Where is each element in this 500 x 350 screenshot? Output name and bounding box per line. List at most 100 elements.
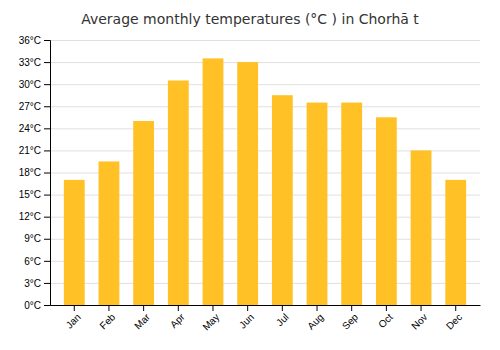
bar (237, 62, 258, 305)
x-tick-mark (178, 305, 179, 311)
x-tick-label: Jan (64, 311, 83, 330)
x-tick-mark (455, 305, 456, 311)
bar (445, 180, 466, 305)
y-tick-label: 9°C (24, 233, 41, 244)
x-tick-label: Mar (132, 311, 152, 331)
x-tick-mark (74, 305, 75, 311)
y-tick-mark (44, 150, 50, 151)
y-tick-mark (44, 173, 50, 174)
bar (376, 117, 397, 305)
bar (307, 103, 328, 305)
bar (99, 161, 120, 305)
x-tick-mark (212, 305, 213, 311)
x-axis-line (51, 305, 481, 306)
x-tick: Jun (237, 305, 256, 331)
y-tick: 12°C (19, 211, 50, 222)
x-tick-label: Oct (376, 311, 395, 330)
y-tick: 30°C (19, 79, 50, 90)
plot: 0°C 3°C 6°C 9°C 12°C 15°C 18°C 21°C 24°C 27°C 30°C… (19, 35, 481, 333)
grid-tick (50, 40, 480, 41)
x-tick: Feb (97, 305, 117, 331)
x-tick-label: Sep (340, 311, 361, 332)
y-tick-label: 3°C (24, 278, 41, 289)
y-tick-mark (44, 128, 50, 129)
y-tick: 18°C (19, 167, 50, 178)
x-tick-mark (317, 305, 318, 311)
x-tick: Oct (376, 305, 395, 330)
y-tick: 3°C (24, 278, 50, 289)
y-axis: 0°C 3°C 6°C 9°C 12°C 15°C 18°C 21°C 24°C 27°C 30°C… (19, 35, 51, 311)
y-tick-label: 24°C (19, 123, 41, 134)
y-tick-mark (44, 305, 50, 306)
x-tick: Sep (340, 305, 361, 332)
y-tick-label: 27°C (19, 101, 41, 112)
x-tick: Nov (409, 305, 429, 332)
bar (64, 180, 85, 305)
x-tick-label: Jun (237, 311, 256, 330)
y-tick-mark (44, 40, 50, 41)
x-tick-mark (282, 305, 283, 311)
x-tick-mark (421, 305, 422, 311)
x-tick-label: May (200, 311, 221, 332)
y-tick: 21°C (19, 145, 50, 156)
y-tick-label: 15°C (19, 189, 41, 200)
x-tick-mark (386, 305, 387, 311)
bar (272, 95, 293, 305)
y-tick-mark (44, 195, 50, 196)
y-tick-label: 30°C (19, 79, 41, 90)
y-tick-label: 12°C (19, 211, 41, 222)
y-tick-label: 33°C (19, 57, 41, 68)
x-tick: Mar (132, 305, 152, 331)
x-tick: Jan (64, 305, 83, 331)
grid-line (50, 84, 480, 85)
y-tick: 9°C (24, 233, 50, 244)
bar (203, 58, 224, 305)
x-tick-label: Feb (97, 311, 117, 331)
x-tick-mark (143, 305, 144, 311)
x-tick-label: Apr (168, 311, 187, 330)
y-tick-label: 36°C (19, 35, 41, 46)
y-tick-label: 6°C (24, 256, 41, 267)
grid-tick (50, 106, 480, 107)
y-tick-label: 21°C (19, 145, 41, 156)
y-tick-mark (44, 283, 50, 284)
x-tick-label: Nov (409, 311, 429, 331)
grid-tick (50, 84, 480, 85)
x-tick: Dec (444, 305, 464, 332)
x-tick-mark (108, 305, 109, 311)
x-tick: Aug (305, 305, 325, 332)
bar (411, 150, 432, 305)
title: Average monthly temperatures (°C ) in Ch… (81, 11, 419, 27)
x-tick-label: Jul (274, 311, 291, 328)
grid-line (50, 62, 480, 63)
y-tick-mark (44, 217, 50, 218)
x-tick-mark (247, 305, 248, 311)
y-tick-label: 18°C (19, 167, 41, 178)
y-tick: 24°C (19, 123, 50, 134)
y-tick: 36°C (19, 35, 50, 46)
x-tick: May (200, 305, 221, 333)
y-axis-line (44, 41, 51, 306)
bars (64, 58, 466, 305)
y-tick-mark (44, 84, 50, 85)
x-axis: Jan Feb Mar Apr May Jun Jul Aug Sep Oct Nov Dec (51, 305, 481, 333)
bar (133, 121, 154, 305)
x-tick-mark (351, 305, 352, 311)
x-tick-label: Aug (305, 311, 325, 331)
chart: 0°C 3°C 6°C 9°C 12°C 15°C 18°C 21°C 24°C 27°C 30°C… (0, 0, 500, 350)
x-tick: Apr (168, 305, 187, 330)
y-tick: 15°C (19, 189, 50, 200)
grid-tick (50, 128, 480, 129)
x-tick: Jul (274, 305, 291, 328)
y-tick-label: 0°C (24, 300, 41, 311)
x-tick-label: Dec (444, 311, 464, 331)
grid-tick (50, 62, 480, 63)
grid-line (50, 128, 480, 129)
grid-line (50, 305, 480, 306)
grid-line (50, 106, 480, 107)
grid (50, 41, 480, 306)
y-tick-mark (44, 62, 50, 63)
y-tick: 6°C (24, 256, 50, 267)
y-tick-mark (44, 261, 50, 262)
grid-tick (50, 305, 480, 306)
